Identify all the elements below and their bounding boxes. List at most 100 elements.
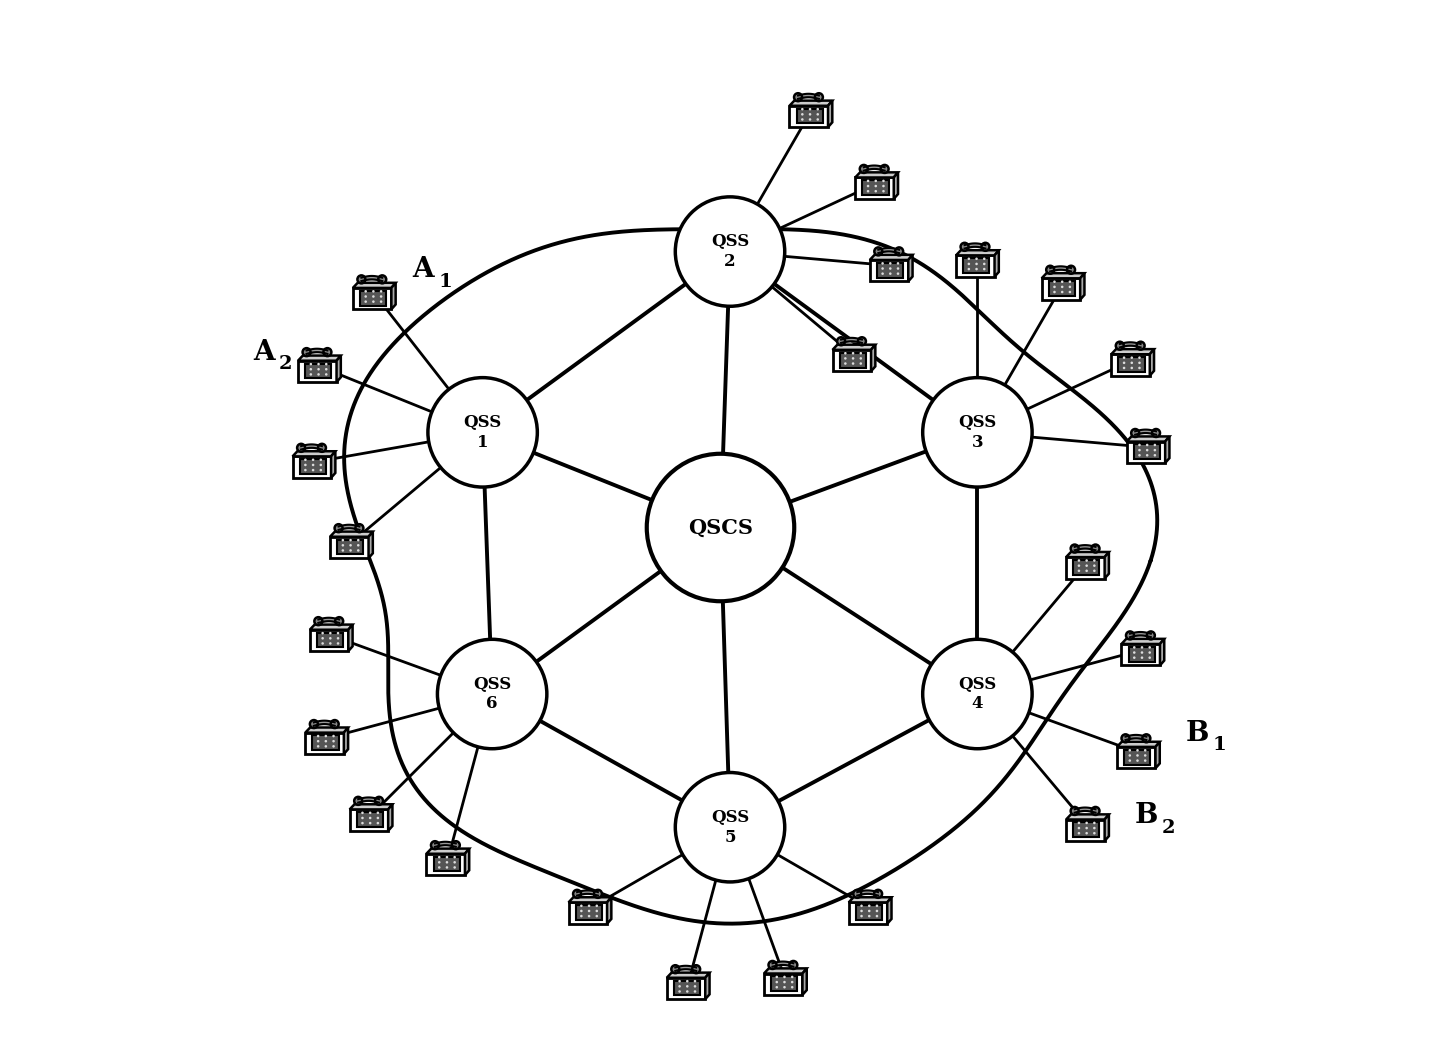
Text: QSS
6: QSS 6 [473, 675, 512, 712]
Circle shape [1133, 656, 1136, 659]
Polygon shape [1117, 742, 1160, 747]
Circle shape [860, 165, 867, 173]
Circle shape [844, 357, 847, 360]
Circle shape [1091, 544, 1099, 553]
Polygon shape [465, 848, 470, 876]
Circle shape [1078, 559, 1081, 562]
Circle shape [794, 93, 803, 101]
Circle shape [356, 524, 363, 532]
Circle shape [686, 985, 689, 987]
Circle shape [1141, 656, 1143, 659]
Circle shape [808, 118, 811, 120]
Circle shape [882, 272, 883, 275]
Circle shape [318, 444, 326, 452]
Circle shape [679, 985, 680, 987]
Circle shape [1144, 760, 1147, 762]
Circle shape [380, 290, 382, 292]
Circle shape [1115, 342, 1124, 349]
Circle shape [875, 190, 878, 192]
Circle shape [860, 909, 863, 913]
Circle shape [1085, 564, 1088, 567]
Polygon shape [1074, 560, 1099, 575]
Circle shape [1085, 559, 1088, 562]
Circle shape [967, 268, 970, 270]
Circle shape [1131, 357, 1133, 359]
Circle shape [317, 368, 320, 370]
Polygon shape [1105, 552, 1110, 578]
Circle shape [1136, 754, 1138, 756]
Circle shape [1128, 754, 1131, 756]
Circle shape [817, 118, 818, 120]
Circle shape [1091, 807, 1099, 814]
Circle shape [1123, 362, 1125, 364]
Polygon shape [1074, 822, 1099, 838]
Circle shape [349, 550, 352, 552]
Circle shape [357, 550, 360, 552]
Circle shape [1136, 760, 1138, 762]
Circle shape [1123, 367, 1125, 369]
Polygon shape [855, 177, 893, 199]
Polygon shape [313, 735, 339, 750]
Text: B: B [1186, 721, 1209, 747]
Circle shape [875, 185, 878, 188]
Circle shape [676, 197, 785, 306]
Text: A: A [252, 339, 274, 366]
Circle shape [310, 721, 318, 728]
Circle shape [896, 272, 899, 275]
Polygon shape [1042, 279, 1081, 300]
Polygon shape [888, 897, 892, 924]
Circle shape [333, 740, 334, 743]
Circle shape [679, 980, 680, 982]
Polygon shape [878, 263, 904, 277]
Polygon shape [310, 625, 353, 630]
Circle shape [801, 113, 804, 116]
Circle shape [581, 904, 582, 907]
Circle shape [1154, 448, 1156, 452]
Circle shape [867, 909, 870, 913]
Polygon shape [855, 172, 898, 177]
Circle shape [329, 637, 331, 639]
Circle shape [857, 338, 866, 345]
Circle shape [349, 544, 352, 546]
Circle shape [317, 740, 320, 743]
Circle shape [976, 263, 978, 265]
Text: QSS
1: QSS 1 [464, 414, 501, 450]
Circle shape [859, 352, 862, 354]
Circle shape [1141, 646, 1143, 649]
Circle shape [330, 721, 339, 728]
Circle shape [304, 463, 307, 466]
Circle shape [967, 257, 970, 261]
Circle shape [1123, 357, 1125, 359]
Circle shape [378, 275, 386, 284]
Circle shape [860, 904, 863, 907]
Circle shape [349, 539, 352, 541]
Circle shape [801, 118, 804, 120]
Circle shape [775, 986, 778, 989]
Circle shape [1131, 362, 1133, 364]
Polygon shape [331, 452, 336, 478]
Circle shape [376, 822, 379, 824]
Circle shape [1121, 734, 1130, 743]
Polygon shape [1160, 639, 1164, 666]
Polygon shape [305, 732, 344, 754]
Polygon shape [1111, 354, 1150, 376]
Circle shape [372, 301, 375, 303]
Circle shape [876, 904, 878, 907]
Circle shape [896, 267, 899, 270]
Polygon shape [388, 804, 392, 831]
Circle shape [816, 93, 823, 101]
Circle shape [357, 275, 366, 284]
Circle shape [852, 352, 855, 354]
Text: QSS
3: QSS 3 [958, 414, 997, 450]
Polygon shape [862, 180, 889, 195]
Circle shape [791, 986, 794, 989]
Circle shape [357, 544, 360, 546]
Circle shape [321, 637, 324, 639]
Circle shape [372, 295, 375, 298]
Circle shape [1138, 357, 1141, 359]
Circle shape [889, 267, 892, 270]
Circle shape [1128, 749, 1131, 751]
Text: QSS
5: QSS 5 [710, 809, 749, 845]
Circle shape [362, 822, 363, 824]
Circle shape [357, 539, 360, 541]
